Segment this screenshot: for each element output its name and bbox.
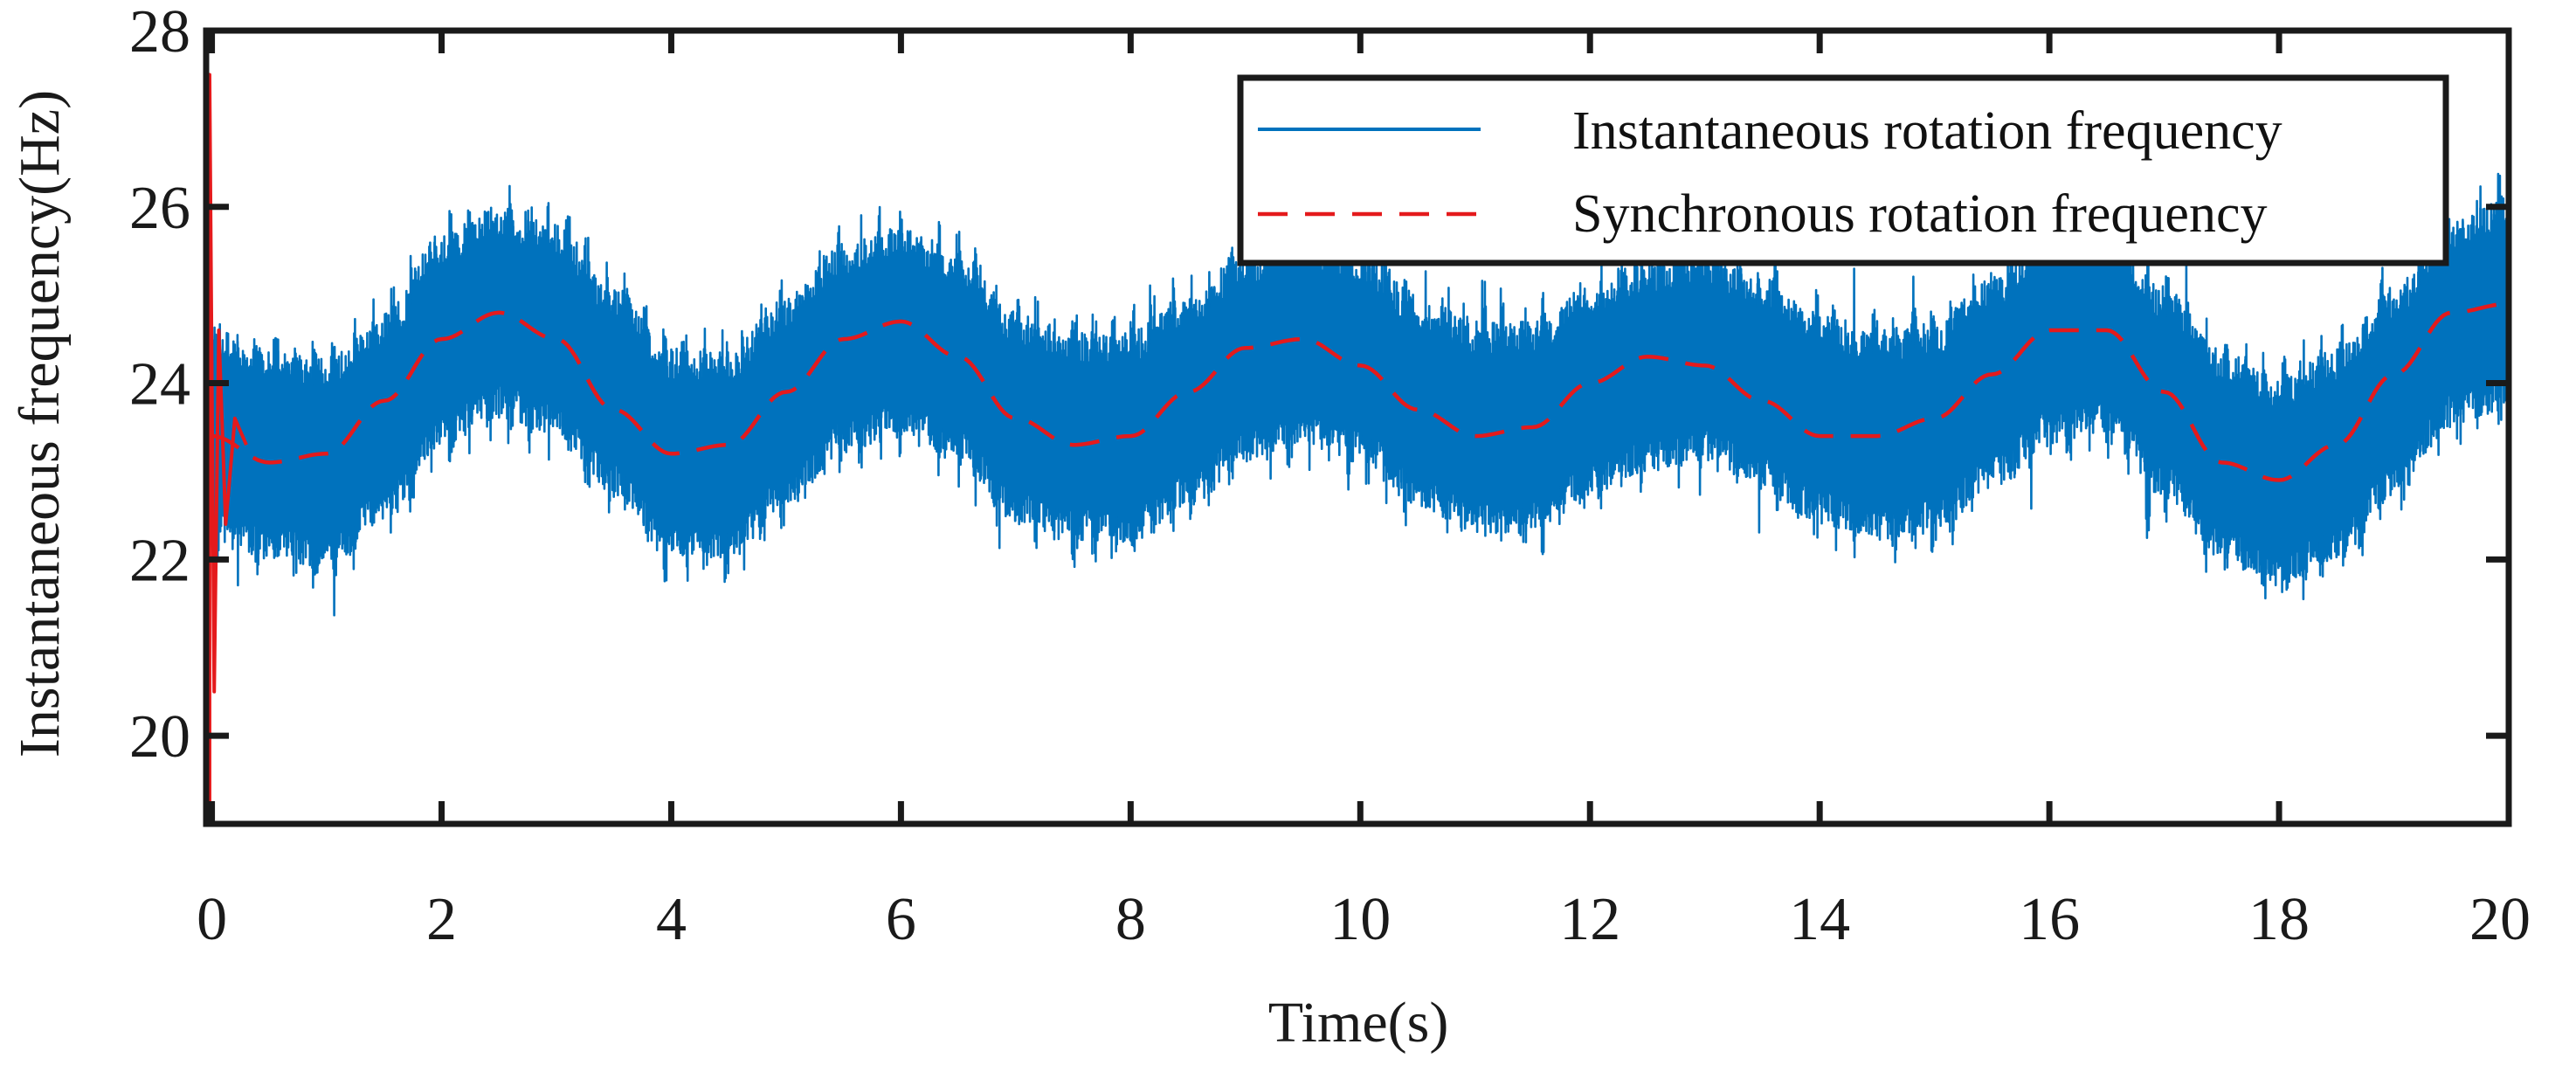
y-tick-label: 26 xyxy=(129,175,190,242)
y-axis-title: Instantaneous frequency(Hz) xyxy=(8,90,72,757)
y-tick-label: 28 xyxy=(129,0,190,66)
x-tick-label: 20 xyxy=(2469,886,2531,953)
synchronous-frequency-line xyxy=(211,301,2509,482)
x-tick-label: 18 xyxy=(2248,886,2310,953)
x-tick-labels: 0 2 4 6 8 10 12 14 16 18 20 xyxy=(197,886,2531,953)
legend-box xyxy=(1237,74,2449,266)
x-tick-label: 16 xyxy=(2019,886,2080,953)
x-tick-label: 10 xyxy=(1329,886,1391,953)
plot-series xyxy=(207,73,2509,824)
y-tick-labels: 20 22 24 26 28 xyxy=(129,0,190,771)
x-tick-label: 14 xyxy=(1789,886,1850,953)
x-tick-label: 0 xyxy=(197,886,227,953)
x-axis-title: Time(s) xyxy=(1268,991,1449,1055)
y-tick-label: 24 xyxy=(129,351,190,418)
x-tick-label: 4 xyxy=(656,886,687,953)
legend-label-instantaneous: Instantaneous rotation frequency xyxy=(1572,101,2282,161)
y-tick-label: 22 xyxy=(129,527,190,594)
y-tick-label: 20 xyxy=(129,703,190,771)
x-tick-label: 8 xyxy=(1115,886,1146,953)
legend: Instantaneous rotation frequency Synchro… xyxy=(1237,74,2449,266)
x-tick-label: 12 xyxy=(1559,886,1620,953)
legend-label-synchronous: Synchronous rotation frequency xyxy=(1572,184,2267,244)
synchronous-frequency-startup-transient xyxy=(207,73,248,824)
x-tick-label: 2 xyxy=(426,886,457,953)
x-tick-label: 6 xyxy=(886,886,916,953)
plot-frame xyxy=(203,27,2512,827)
